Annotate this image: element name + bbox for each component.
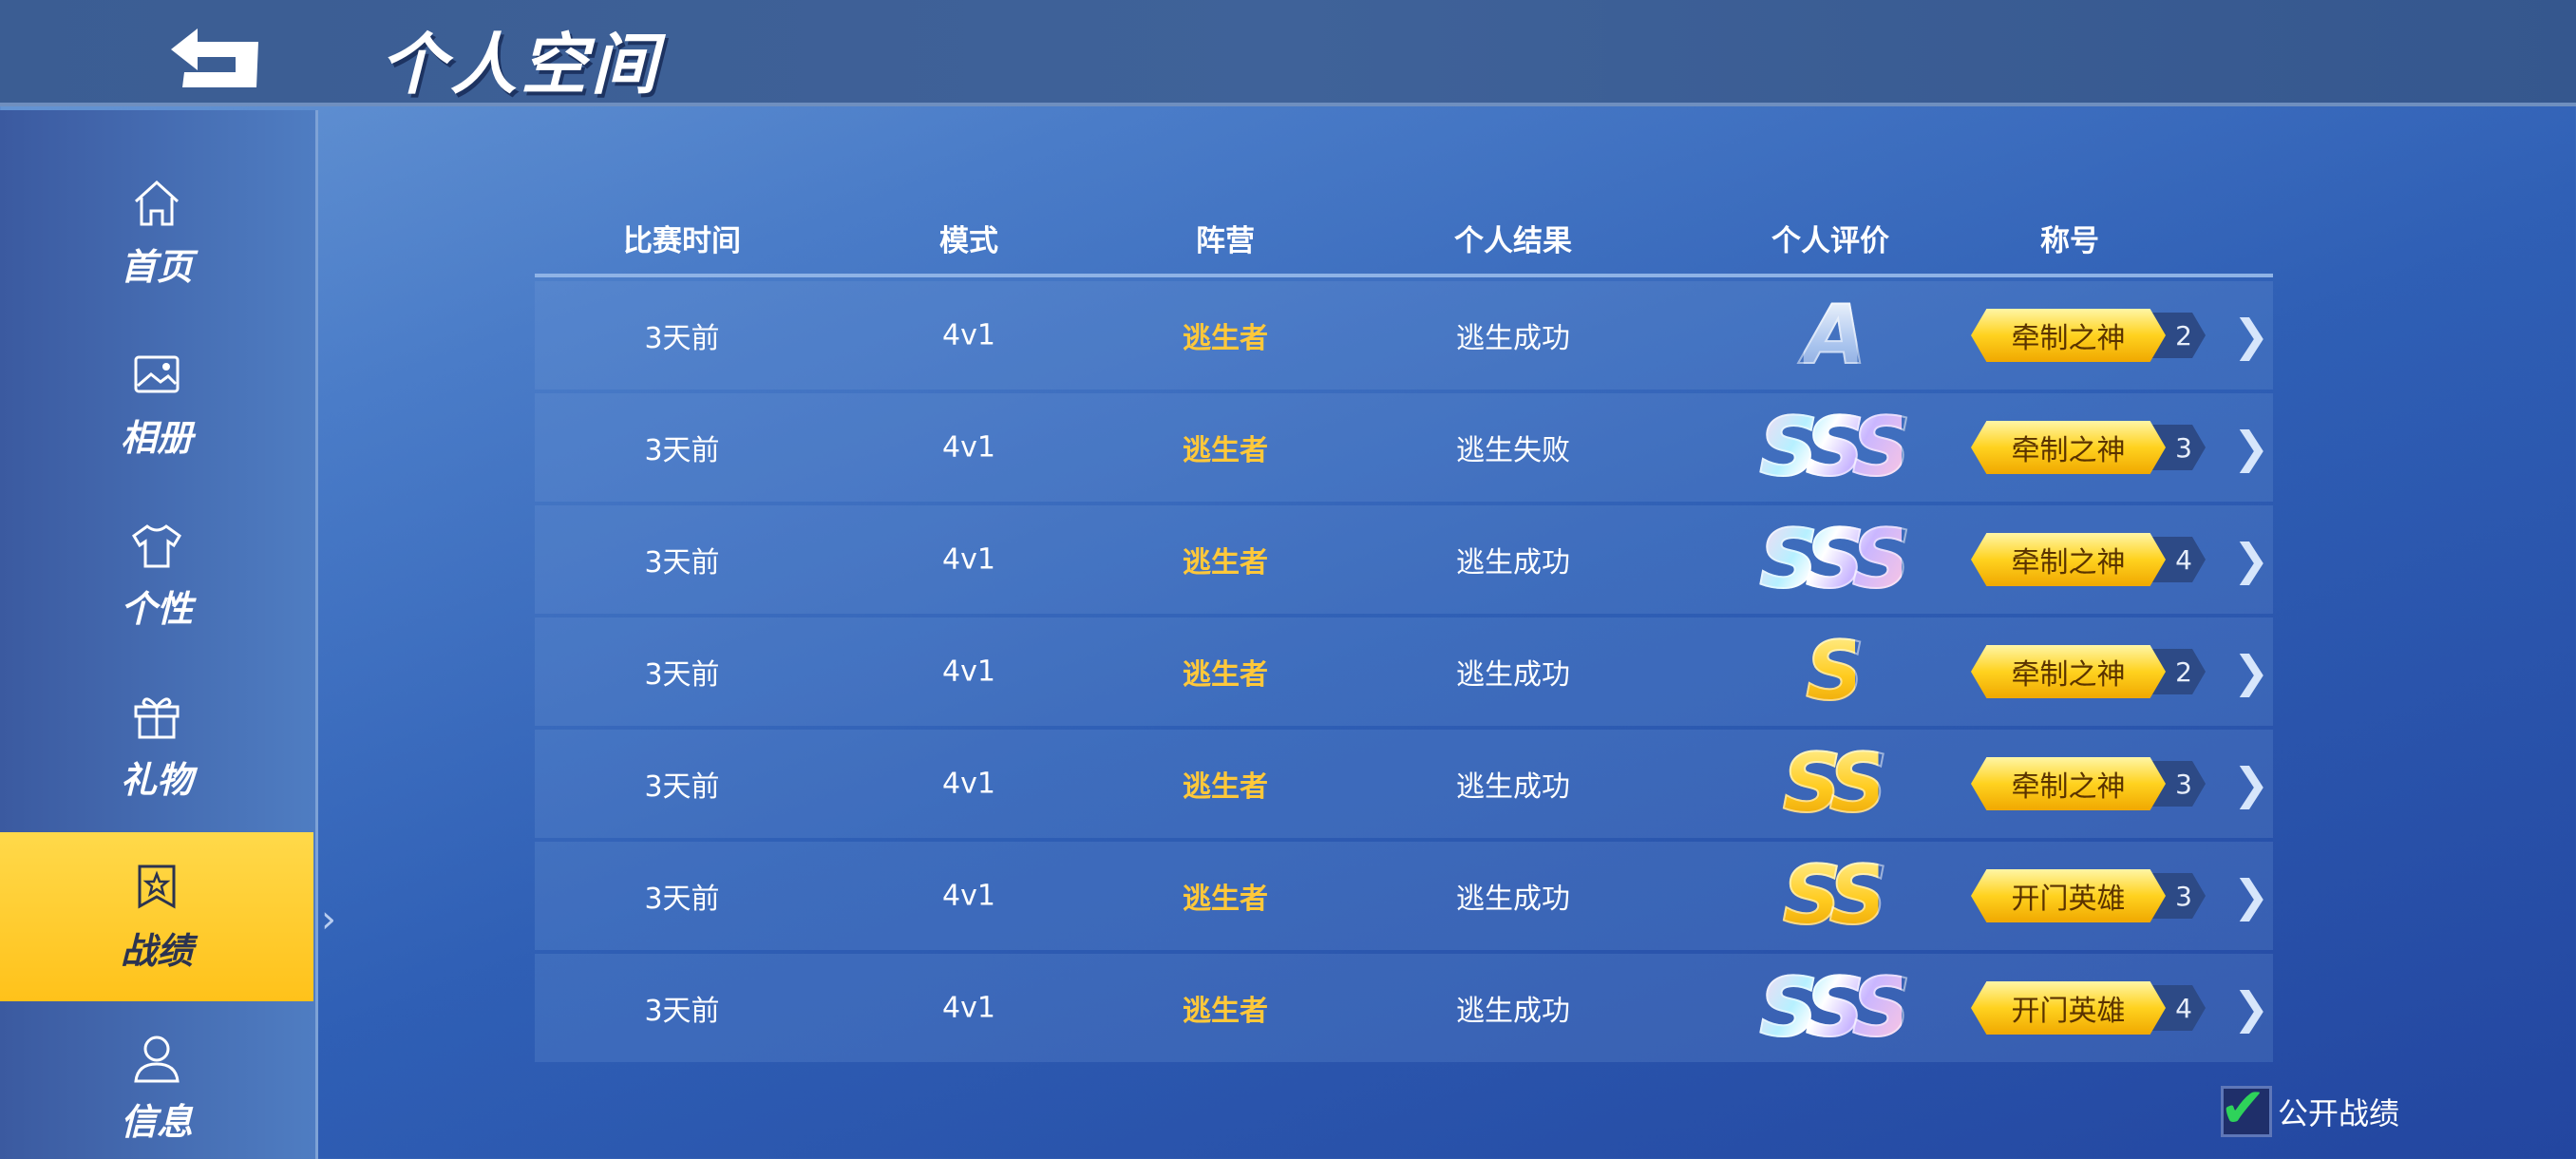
page-title: 个人空间 xyxy=(380,26,661,104)
match-camp: 逃生者 xyxy=(1183,434,1268,467)
title-badge: 开门英雄 4 xyxy=(1971,981,2206,1035)
column-header-title: 称号 xyxy=(2040,224,2099,258)
match-time: 3天前 xyxy=(644,883,720,916)
table-row[interactable]: 3天前 4v1 逃生者 逃生成功 SSS 牵制之神 4 ❯ xyxy=(535,505,2273,614)
match-mode: 4v1 xyxy=(942,542,995,577)
match-result: 逃生失败 xyxy=(1456,434,1570,467)
sidebar-item-gift[interactable]: 礼物 xyxy=(0,661,313,830)
match-mode: 4v1 xyxy=(942,767,995,801)
match-time: 3天前 xyxy=(644,434,720,467)
chevron-right-icon[interactable]: ❯ xyxy=(2232,982,2270,1034)
shirt-icon xyxy=(132,523,181,567)
match-time: 3天前 xyxy=(644,995,720,1028)
sidebar-item-record[interactable]: 战绩 xyxy=(0,832,313,1001)
match-camp: 逃生者 xyxy=(1183,770,1268,804)
table-row[interactable]: 3天前 4v1 逃生者 逃生成功 SS 牵制之神 3 ❯ xyxy=(535,730,2273,838)
user-icon xyxy=(134,1036,180,1082)
match-camp: 逃生者 xyxy=(1183,995,1268,1028)
title-badge: 开门英雄 3 xyxy=(1971,869,2206,922)
sidebar-item-style[interactable]: 个性 xyxy=(0,490,313,659)
match-camp: 逃生者 xyxy=(1183,883,1268,916)
chevron-right-icon[interactable]: ❯ xyxy=(2232,646,2270,697)
title-badge-label: 牵制之神 xyxy=(1971,757,2166,810)
column-header-rating: 个人评价 xyxy=(1771,224,1889,258)
public-record-label: 公开战绩 xyxy=(2278,1095,2400,1131)
column-header-mode: 模式 xyxy=(939,224,998,258)
match-mode: 4v1 xyxy=(942,655,995,689)
match-camp: 逃生者 xyxy=(1183,322,1268,355)
match-camp: 逃生者 xyxy=(1183,546,1268,580)
match-result: 逃生成功 xyxy=(1456,322,1570,355)
gift-icon xyxy=(134,696,180,738)
chevron-right-icon[interactable]: ❯ xyxy=(2232,310,2270,361)
back-arrow-icon[interactable] xyxy=(169,27,260,89)
match-result: 逃生成功 xyxy=(1456,770,1570,804)
chevron-right-icon[interactable]: ❯ xyxy=(2232,534,2270,585)
match-mode: 4v1 xyxy=(942,318,995,352)
top-bar: 个人空间 xyxy=(0,0,2576,106)
rating-grade: A xyxy=(1803,287,1867,384)
sidebar: 首页 相册 个性 礼物 战绩 信息 xyxy=(0,110,318,1159)
table-row[interactable]: 3天前 4v1 逃生者 逃生失败 SSS 牵制之神 3 ❯ xyxy=(535,393,2273,502)
table-row[interactable]: 3天前 4v1 逃生者 逃生成功 A 牵制之神 2 ❯ xyxy=(535,281,2273,390)
public-record-checkbox[interactable]: ✔ xyxy=(2220,1075,2272,1140)
sidebar-item-home[interactable]: 首页 xyxy=(0,148,313,317)
rating-grade: SSS xyxy=(1758,399,1912,496)
sidebar-item-info[interactable]: 信息 xyxy=(0,1003,313,1159)
image-icon xyxy=(134,355,180,392)
column-header-time: 比赛时间 xyxy=(623,224,741,258)
match-camp: 逃生者 xyxy=(1183,658,1268,692)
column-header-result: 个人结果 xyxy=(1454,224,1572,258)
sidebar-item-album[interactable]: 相册 xyxy=(0,319,313,488)
title-badge-label: 牵制之神 xyxy=(1971,309,2166,362)
title-badge-label: 牵制之神 xyxy=(1971,421,2166,474)
match-time: 3天前 xyxy=(644,658,720,692)
title-badge-label: 开门英雄 xyxy=(1971,869,2166,922)
table-row[interactable]: 3天前 4v1 逃生者 逃生成功 S 牵制之神 2 ❯ xyxy=(535,618,2273,726)
title-badge-label: 牵制之神 xyxy=(1971,533,2166,586)
rating-grade: SSS xyxy=(1758,511,1912,608)
match-mode: 4v1 xyxy=(942,430,995,465)
match-record-table: 比赛时间 模式 阵营 个人结果 个人评价 称号 3天前 4v1 逃生者 逃生成功… xyxy=(535,200,2273,1062)
title-badge: 牵制之神 2 xyxy=(1971,645,2206,698)
home-icon xyxy=(134,180,180,225)
rating-grade: SS xyxy=(1782,735,1889,832)
title-badge-label: 牵制之神 xyxy=(1971,645,2166,698)
column-header-camp: 阵营 xyxy=(1196,224,1255,258)
title-badge-label: 开门英雄 xyxy=(1971,981,2166,1035)
match-result: 逃生成功 xyxy=(1456,995,1570,1028)
rating-grade: SSS xyxy=(1758,960,1912,1056)
match-result: 逃生成功 xyxy=(1456,546,1570,580)
table-header: 比赛时间 模式 阵营 个人结果 个人评价 称号 xyxy=(535,200,2273,277)
active-indicator-icon: › xyxy=(321,898,336,941)
title-badge: 牵制之神 3 xyxy=(1971,757,2206,810)
checkmark-icon: ✔ xyxy=(2220,1075,2266,1140)
rating-grade: S xyxy=(1805,623,1866,720)
match-result: 逃生成功 xyxy=(1456,883,1570,916)
badge-star-icon xyxy=(138,864,176,909)
match-mode: 4v1 xyxy=(942,879,995,913)
chevron-right-icon[interactable]: ❯ xyxy=(2232,422,2270,473)
table-row[interactable]: 3天前 4v1 逃生者 逃生成功 SSS 开门英雄 4 ❯ xyxy=(535,954,2273,1062)
match-time: 3天前 xyxy=(644,546,720,580)
chevron-right-icon[interactable]: ❯ xyxy=(2232,758,2270,809)
title-badge: 牵制之神 3 xyxy=(1971,421,2206,474)
match-result: 逃生成功 xyxy=(1456,658,1570,692)
title-badge: 牵制之神 4 xyxy=(1971,533,2206,586)
title-badge: 牵制之神 2 xyxy=(1971,309,2206,362)
table-row[interactable]: 3天前 4v1 逃生者 逃生成功 SS 开门英雄 3 ❯ xyxy=(535,842,2273,950)
match-time: 3天前 xyxy=(644,770,720,804)
match-time: 3天前 xyxy=(644,322,720,355)
rating-grade: SS xyxy=(1782,847,1889,944)
public-record-toggle[interactable]: ✔ 公开战绩 xyxy=(2220,1075,2400,1140)
match-mode: 4v1 xyxy=(942,991,995,1025)
chevron-right-icon[interactable]: ❯ xyxy=(2232,870,2270,922)
